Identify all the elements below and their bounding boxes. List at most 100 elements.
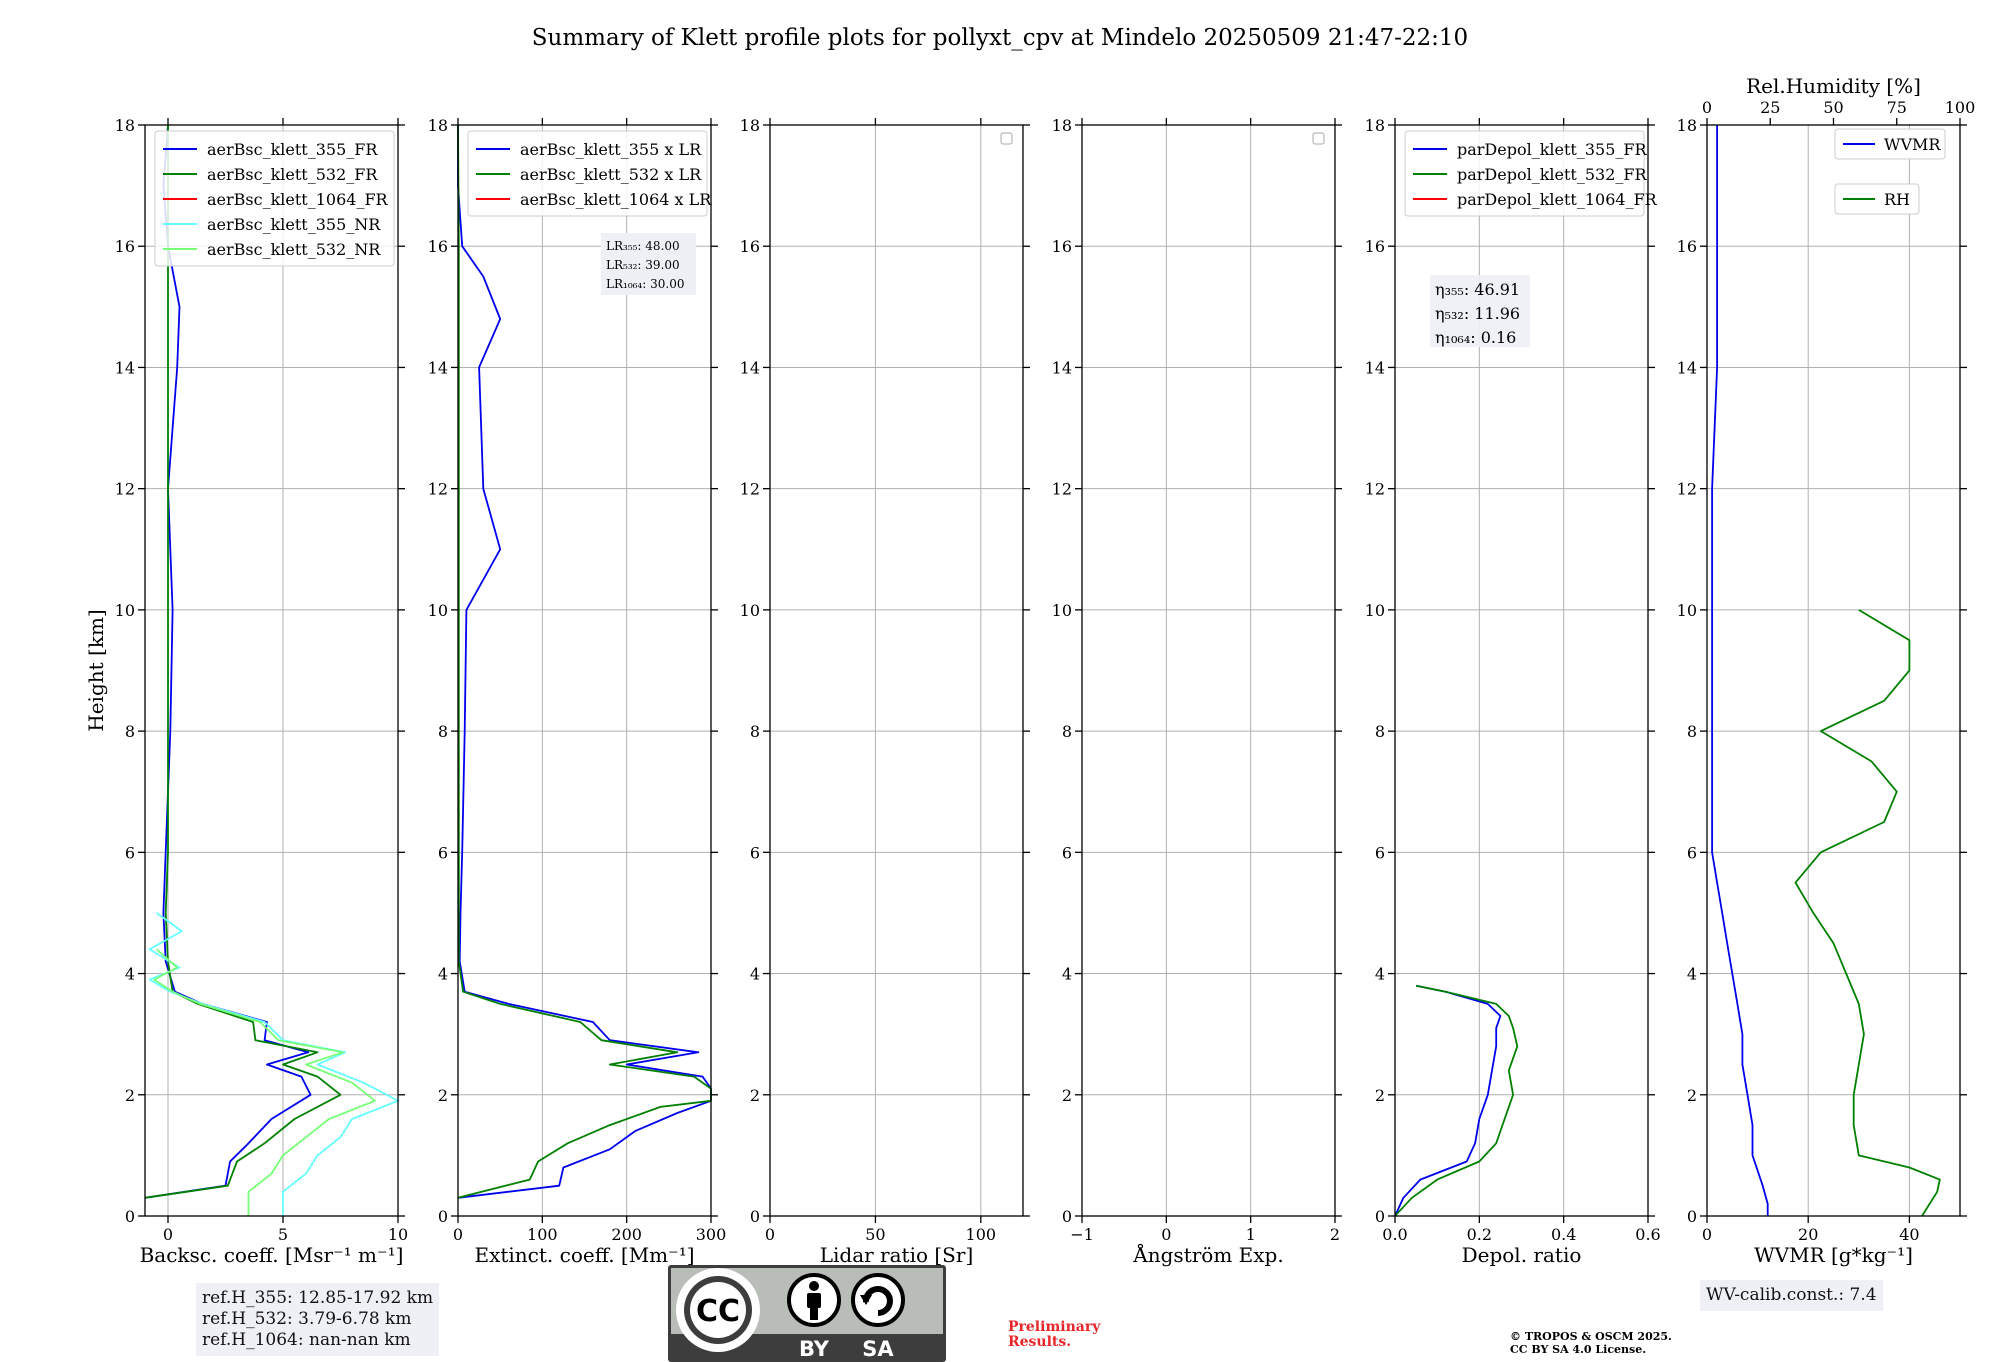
y-tick-label: 6 xyxy=(1062,843,1072,862)
y-tick-label: 14 xyxy=(1365,358,1385,377)
y-tick-label: 4 xyxy=(1375,965,1385,984)
y-tick-label: 18 xyxy=(115,116,135,135)
x-tick-label: 200 xyxy=(611,1225,642,1244)
empty-legend-box xyxy=(1312,132,1325,145)
y-tick-label: 18 xyxy=(1365,116,1385,135)
lr-box-line: LR₁₀₆₄: 30.00 xyxy=(606,277,684,291)
plot-frame xyxy=(769,124,1024,1217)
y-tick-label: 10 xyxy=(1677,601,1697,620)
eta-box xyxy=(1430,275,1530,347)
y-tick-label: 2 xyxy=(750,1086,760,1105)
by-person-icon xyxy=(787,1273,841,1327)
x-tick-label: 300 xyxy=(696,1225,727,1244)
y-tick-label: 16 xyxy=(115,237,135,256)
preliminary-line-2: Results. xyxy=(1008,1334,1072,1350)
x-axis-label: Backsc. coeff. [Msr⁻¹ m⁻¹] xyxy=(140,1243,404,1267)
y-tick-label: 12 xyxy=(1052,480,1072,499)
y-tick-label: 18 xyxy=(1052,116,1072,135)
legend-frame xyxy=(1834,183,1920,215)
plot-frame xyxy=(1394,124,1649,1217)
legend-label: aerBsc_klett_1064_FR xyxy=(207,190,389,209)
legend-frame xyxy=(154,130,395,267)
x-tick-label: 0 xyxy=(765,1225,775,1244)
y-tick-label: 8 xyxy=(1062,722,1072,741)
legend-label: WVMR xyxy=(1884,135,1941,154)
legend: parDepol_klett_355_FR parDepol_klett_532_… xyxy=(1404,130,1658,217)
y-tick-label: 6 xyxy=(750,843,760,862)
y-tick-label: 8 xyxy=(125,722,135,741)
x-tick-label: 1 xyxy=(1246,1225,1256,1244)
x2-tick-label: 0 xyxy=(1702,98,1712,117)
preliminary-note: Preliminary Results. xyxy=(1008,1320,1100,1350)
eta-box-line: η₅₃₂: 11.96 xyxy=(1435,304,1520,323)
y-tick-label: 0 xyxy=(1687,1207,1697,1226)
y-tick-label: 2 xyxy=(1062,1086,1072,1105)
wv-calib-label: WV-calib.const.: 7.4 xyxy=(1706,1285,1877,1305)
series-line xyxy=(153,948,376,1216)
x-axis-label: Extinct. coeff. [Mm⁻¹] xyxy=(474,1243,694,1267)
lr-box-line: LR₃₅₅: 48.00 xyxy=(606,239,680,253)
x2-tick-label: 25 xyxy=(1760,98,1780,117)
y-tick-label: 16 xyxy=(428,237,448,256)
x2-tick-label: 100 xyxy=(1945,98,1976,117)
y-tick-label: 0 xyxy=(1062,1207,1072,1226)
copyright-line-1: © TROPOS & OSCM 2025. xyxy=(1510,1330,1672,1343)
series-line xyxy=(1711,125,1769,1216)
y-tick-label: 18 xyxy=(1677,116,1697,135)
x2-tick-label: 75 xyxy=(1887,98,1907,117)
legend-label: aerBsc_klett_355 x LR xyxy=(520,140,702,159)
sa-share-alike-icon xyxy=(851,1273,905,1327)
x-tick-label: 0 xyxy=(1702,1225,1712,1244)
by-label: BY xyxy=(799,1337,830,1361)
y-tick-label: 16 xyxy=(740,237,760,256)
y-tick-label: 0 xyxy=(125,1207,135,1226)
legend: aerBsc_klett_355 x LR aerBsc_klett_532 x … xyxy=(467,130,712,217)
y-tick-label: 10 xyxy=(740,601,760,620)
plot-frame xyxy=(144,124,399,1217)
cc-label: CC xyxy=(696,1294,740,1329)
panel-6: 0 2 4 6 8 10 12 14 16 18 0 20 40 0 25 50 75 100 Rel.Humidi… xyxy=(1677,74,1976,1267)
y-tick-label: 14 xyxy=(428,358,448,377)
legend-label: aerBsc_klett_1064 x LR xyxy=(520,190,712,209)
lr-box-line: LR₅₃₂: 39.00 xyxy=(606,258,680,272)
legend-label: parDepol_klett_355_FR xyxy=(1457,140,1648,159)
y-tick-label: 2 xyxy=(125,1086,135,1105)
legend-label: aerBsc_klett_355_NR xyxy=(207,215,381,234)
legend-label: RH xyxy=(1884,190,1910,209)
legend-label: aerBsc_klett_532_FR xyxy=(207,165,378,184)
y-tick-label: 12 xyxy=(1677,480,1697,499)
legend-label: parDepol_klett_1064_FR xyxy=(1457,190,1658,209)
x-tick-label: 20 xyxy=(1798,1225,1818,1244)
x-tick-label: 0.6 xyxy=(1635,1225,1660,1244)
panel-5: 0 2 4 6 8 10 12 14 16 18 0.0 0.2 0.4 0.6 Depol. ratio p… xyxy=(1365,116,1661,1267)
x-tick-label: 0.2 xyxy=(1467,1225,1492,1244)
y-tick-label: 14 xyxy=(1052,358,1072,377)
plot-frame xyxy=(1706,124,1961,1217)
x2-tick-label: 50 xyxy=(1823,98,1843,117)
y-tick-label: 10 xyxy=(115,601,135,620)
ref-height-532: ref.H_532: 3.79-6.78 km xyxy=(202,1309,412,1329)
x2-axis-label: Rel.Humidity [%] xyxy=(1746,74,1921,98)
series-line xyxy=(457,124,712,1199)
y-tick-label: 14 xyxy=(740,358,760,377)
y-tick-label: 10 xyxy=(1365,601,1385,620)
y-tick-label: 8 xyxy=(1375,722,1385,741)
y-tick-label: 8 xyxy=(1687,722,1697,741)
y-tick-label: 18 xyxy=(428,116,448,135)
x-axis-label: WVMR [g*kg⁻¹] xyxy=(1754,1243,1913,1267)
x-tick-label: 100 xyxy=(966,1225,997,1244)
y-tick-label: 6 xyxy=(1375,843,1385,862)
eta-box-line: η₁₀₆₄: 0.16 xyxy=(1435,328,1516,347)
y-tick-label: 6 xyxy=(438,843,448,862)
y-tick-label: 0 xyxy=(1375,1207,1385,1226)
x-tick-label: 10 xyxy=(388,1225,408,1244)
legend-label: parDepol_klett_532_FR xyxy=(1457,165,1648,184)
y-tick-label: 12 xyxy=(115,480,135,499)
series-line xyxy=(457,125,712,1199)
copyright-line-2: CC BY SA 4.0 License. xyxy=(1510,1343,1647,1356)
legend-rh: RH xyxy=(1834,183,1920,215)
x-axis-label: Depol. ratio xyxy=(1462,1243,1582,1267)
y-tick-label: 4 xyxy=(1687,965,1697,984)
